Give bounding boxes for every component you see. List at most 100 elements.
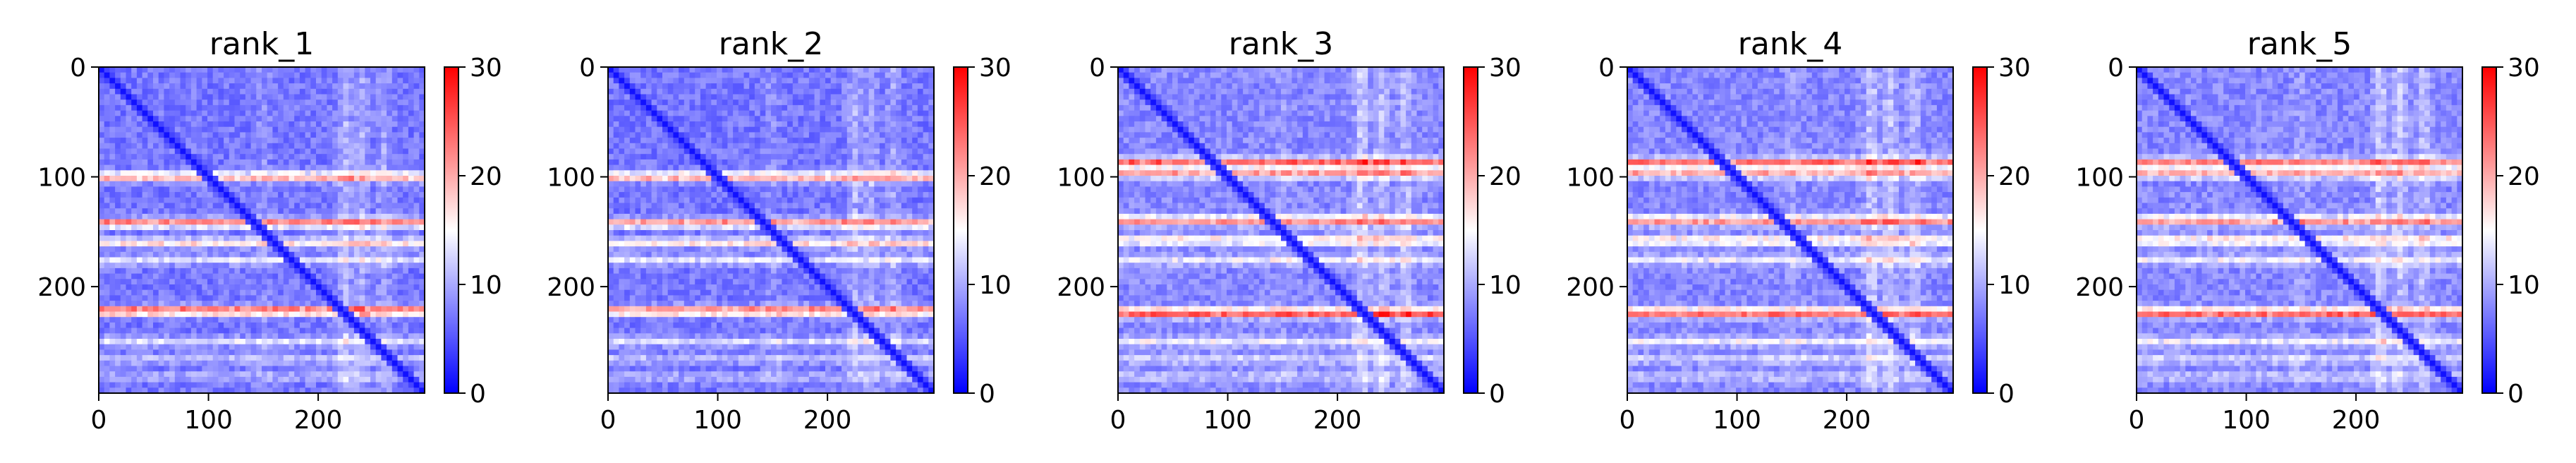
heatmap-cell bbox=[316, 322, 322, 329]
heatmap-cell bbox=[305, 360, 311, 367]
heatmap-cell bbox=[180, 311, 186, 318]
heatmap-cell bbox=[218, 251, 224, 258]
heatmap-cell bbox=[288, 376, 295, 383]
heatmap-cell bbox=[294, 148, 300, 155]
heatmap-cell bbox=[375, 104, 382, 112]
heatmap-cell bbox=[169, 333, 176, 339]
heatmap-cell bbox=[684, 186, 691, 193]
heatmap-cell bbox=[359, 279, 365, 285]
heatmap-cell bbox=[131, 138, 138, 144]
heatmap-cell bbox=[186, 224, 192, 231]
heatmap-cell bbox=[640, 104, 647, 112]
heatmap-cell bbox=[413, 132, 420, 138]
heatmap-cell bbox=[104, 148, 110, 155]
heatmap-cell bbox=[765, 100, 772, 106]
heatmap-cell bbox=[299, 322, 306, 329]
heatmap-cell bbox=[387, 78, 393, 84]
heatmap-cell bbox=[397, 224, 403, 231]
heatmap-cell bbox=[673, 100, 679, 106]
heatmap-cell bbox=[234, 170, 241, 176]
heatmap-cell bbox=[109, 132, 116, 138]
heatmap-cell bbox=[365, 116, 371, 122]
heatmap-cell bbox=[153, 349, 159, 356]
heatmap-cell bbox=[136, 322, 143, 329]
heatmap-cell bbox=[283, 322, 290, 329]
heatmap-cell bbox=[836, 121, 842, 128]
heatmap-cell bbox=[695, 110, 701, 116]
heatmap-cell bbox=[613, 78, 619, 84]
heatmap-cell bbox=[776, 181, 782, 187]
heatmap-cell bbox=[316, 230, 322, 236]
heatmap-cell bbox=[765, 159, 772, 166]
heatmap-cell bbox=[852, 181, 858, 187]
heatmap-cell bbox=[142, 203, 148, 209]
heatmap-cell bbox=[147, 94, 154, 100]
heatmap-cell bbox=[798, 170, 804, 176]
heatmap-cell bbox=[310, 306, 317, 313]
heatmap-cell bbox=[890, 88, 897, 95]
heatmap-cell bbox=[743, 181, 750, 187]
heatmap-cell bbox=[278, 78, 284, 84]
heatmap-cell bbox=[115, 251, 121, 258]
heatmap-cell bbox=[327, 387, 333, 394]
heatmap-cell bbox=[131, 88, 138, 95]
heatmap-cell bbox=[190, 126, 198, 133]
heatmap-cell bbox=[776, 116, 782, 122]
heatmap-cell bbox=[196, 371, 202, 378]
heatmap-cell bbox=[765, 72, 772, 78]
heatmap-cell bbox=[212, 360, 219, 367]
heatmap-cell bbox=[880, 88, 886, 95]
heatmap-cell bbox=[365, 301, 371, 307]
heatmap-cell bbox=[229, 366, 236, 372]
heatmap-cell bbox=[825, 148, 832, 155]
heatmap-cell bbox=[365, 110, 371, 116]
heatmap-cell bbox=[880, 159, 886, 166]
heatmap-cell bbox=[126, 78, 132, 84]
heatmap-cell bbox=[645, 67, 652, 73]
heatmap-cell bbox=[109, 121, 116, 128]
heatmap-cell bbox=[131, 224, 138, 231]
heatmap-cell bbox=[375, 224, 382, 231]
heatmap-cell bbox=[169, 376, 176, 383]
heatmap-cell bbox=[169, 116, 176, 122]
heatmap-cell bbox=[825, 154, 832, 160]
heatmap-cell bbox=[305, 170, 311, 176]
heatmap-cell bbox=[234, 387, 241, 394]
heatmap-cell bbox=[250, 154, 257, 160]
heatmap-cell bbox=[109, 176, 116, 182]
heatmap-cell bbox=[316, 224, 322, 231]
heatmap-cell bbox=[299, 67, 306, 73]
heatmap-cell bbox=[858, 132, 864, 138]
heatmap-cell bbox=[321, 170, 327, 176]
heatmap-cell bbox=[629, 132, 636, 138]
heatmap-cell bbox=[229, 138, 236, 144]
heatmap-cell bbox=[413, 83, 420, 90]
heatmap-cell bbox=[262, 213, 268, 220]
heatmap-cell bbox=[310, 235, 317, 241]
heatmap-cell bbox=[169, 78, 176, 84]
heatmap-cell bbox=[224, 67, 230, 73]
heatmap-cell bbox=[305, 138, 311, 144]
heatmap-cell bbox=[375, 333, 382, 339]
heatmap-cell bbox=[142, 284, 148, 291]
heatmap-cell bbox=[896, 181, 902, 187]
heatmap-cell bbox=[262, 306, 268, 313]
heatmap-cell bbox=[890, 100, 897, 106]
heatmap-cell bbox=[131, 159, 138, 166]
heatmap-cell bbox=[343, 197, 349, 204]
heatmap-cell bbox=[928, 181, 935, 187]
heatmap-cell bbox=[305, 88, 311, 95]
heatmap-cell bbox=[337, 327, 344, 334]
heatmap-cell bbox=[164, 154, 170, 160]
heatmap-cell bbox=[207, 197, 214, 204]
heatmap-cell bbox=[147, 317, 154, 323]
heatmap-cell bbox=[679, 78, 685, 84]
heatmap-cell bbox=[657, 78, 663, 84]
heatmap-cell bbox=[229, 88, 236, 95]
heatmap-cell bbox=[153, 257, 159, 263]
heatmap-cell bbox=[700, 148, 707, 155]
heatmap-cell bbox=[169, 263, 176, 269]
heatmap-cell bbox=[391, 192, 399, 198]
heatmap-cell bbox=[327, 72, 333, 78]
heatmap-cell bbox=[294, 376, 300, 383]
